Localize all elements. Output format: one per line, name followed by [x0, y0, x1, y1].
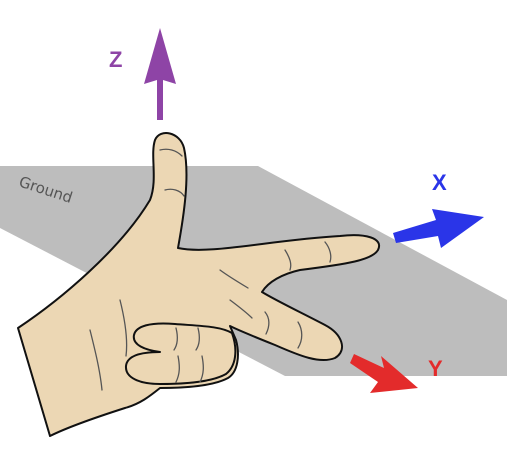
y-axis-label: Y: [428, 356, 443, 381]
hand-curled-fingers: [125, 322, 237, 385]
z-axis-label: Z: [109, 47, 122, 72]
x-axis-arrow: X: [393, 170, 484, 248]
hand-illustration: [17, 132, 381, 437]
y-axis-arrow: Y: [350, 354, 443, 393]
hand-palm: [17, 132, 381, 437]
z-axis-arrow: Z: [109, 28, 176, 120]
hand-creases: [89, 148, 332, 391]
x-axis-label: X: [432, 170, 447, 195]
